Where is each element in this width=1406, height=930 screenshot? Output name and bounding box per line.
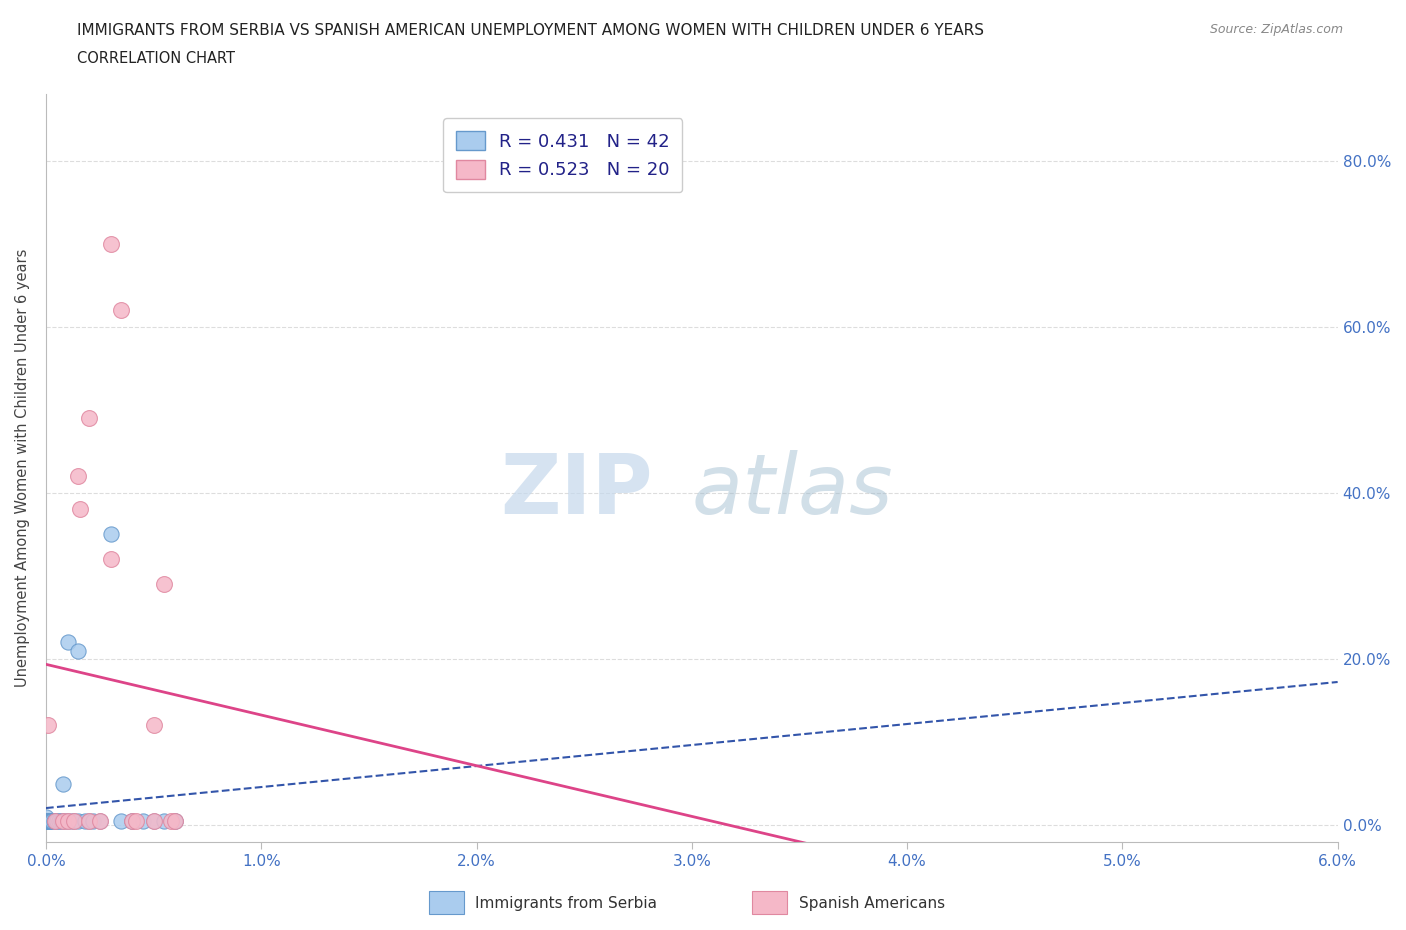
Point: [153, 814, 176, 829]
Point: [100, 236, 122, 251]
Point: [37, 814, 59, 829]
Point: [45, 814, 67, 829]
Point: [56, 814, 79, 829]
Point: [41, 814, 63, 829]
Text: Spanish Americans: Spanish Americans: [799, 897, 945, 911]
Point: [49, 814, 72, 829]
Point: [35, 809, 58, 824]
Point: [77, 410, 100, 425]
Point: [37, 718, 59, 733]
Text: atlas: atlas: [692, 450, 893, 531]
FancyBboxPatch shape: [429, 891, 464, 914]
Point: [38, 814, 60, 829]
Point: [67, 644, 90, 658]
Text: IMMIGRANTS FROM SERBIA VS SPANISH AMERICAN UNEMPLOYMENT AMONG WOMEN WITH CHILDRE: IMMIGRANTS FROM SERBIA VS SPANISH AMERIC…: [77, 23, 984, 38]
Point: [77, 814, 100, 829]
Point: [69, 502, 91, 517]
Point: [60, 814, 83, 829]
Y-axis label: Unemployment Among Women with Children Under 6 years: Unemployment Among Women with Children U…: [15, 248, 30, 687]
Point: [121, 814, 143, 829]
Point: [125, 814, 148, 829]
Text: Source: ZipAtlas.com: Source: ZipAtlas.com: [1209, 23, 1343, 36]
Point: [165, 814, 187, 829]
Point: [37, 814, 59, 829]
Point: [142, 718, 165, 733]
Point: [110, 302, 132, 317]
Point: [42, 814, 65, 829]
Point: [45, 814, 67, 829]
Point: [37, 814, 59, 829]
Point: [41, 814, 63, 829]
FancyBboxPatch shape: [752, 891, 787, 914]
Point: [142, 814, 165, 829]
Point: [82, 814, 104, 829]
Point: [38, 814, 60, 829]
Point: [77, 814, 100, 829]
Point: [165, 814, 187, 829]
Point: [52, 814, 75, 829]
Point: [48, 814, 70, 829]
Point: [165, 814, 187, 829]
Point: [132, 814, 155, 829]
Point: [100, 527, 122, 542]
Point: [37, 814, 59, 829]
Point: [35, 814, 58, 829]
Point: [121, 814, 143, 829]
Text: Immigrants from Serbia: Immigrants from Serbia: [475, 897, 657, 911]
Point: [44, 814, 66, 829]
Point: [89, 814, 111, 829]
Point: [153, 577, 176, 591]
Point: [67, 814, 90, 829]
Point: [38, 814, 60, 829]
Point: [63, 814, 86, 829]
Point: [39, 814, 62, 829]
Point: [73, 814, 96, 829]
Point: [44, 814, 66, 829]
Point: [89, 814, 111, 829]
Point: [56, 814, 79, 829]
Point: [63, 814, 86, 829]
Point: [39, 814, 62, 829]
Point: [56, 635, 79, 650]
Point: [35, 814, 58, 829]
Point: [67, 469, 90, 484]
Point: [51, 814, 73, 829]
Text: ZIP: ZIP: [501, 450, 652, 531]
Point: [142, 814, 165, 829]
Point: [53, 814, 76, 829]
Point: [110, 814, 132, 829]
Legend: R = 0.431   N = 42, R = 0.523   N = 20: R = 0.431 N = 42, R = 0.523 N = 20: [443, 118, 682, 193]
Text: CORRELATION CHART: CORRELATION CHART: [77, 51, 235, 66]
Point: [121, 814, 143, 829]
Point: [160, 814, 183, 829]
Point: [100, 551, 122, 566]
Point: [52, 777, 75, 791]
